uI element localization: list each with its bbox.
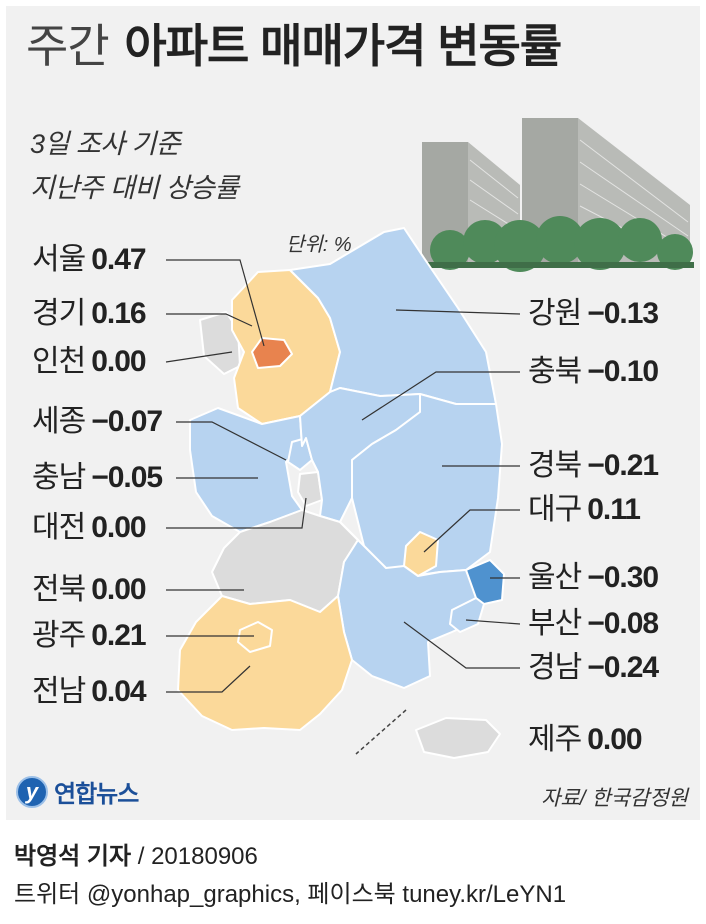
title-light: 주간 [26, 20, 110, 72]
yonhap-logo-text: 연합뉴스 [54, 781, 139, 808]
label-jeonnam: 전남 0.04 [32, 675, 147, 708]
yonhap-logo-mark: y [16, 775, 48, 808]
leader-gyeongnam [403, 621, 520, 669]
trees [430, 216, 693, 272]
label-busan: 부산 −0.08 [528, 607, 659, 640]
leader-daejeon [166, 497, 307, 529]
label-gangwon: 강원 −0.13 [528, 297, 659, 330]
label-chungbuk: 충북 −0.10 [528, 355, 659, 388]
subtitle-comparison: 지난주 대비 상승률 [30, 173, 239, 203]
title-bold: 아파트 매매가격 변동률 [124, 20, 562, 72]
page-title: 주간 아파트 매매가격 변동률 [26, 18, 562, 74]
label-gyeonggi: 경기 0.16 [32, 297, 147, 330]
source-note: 자료/ 한국감정원 [541, 787, 688, 810]
label-jeju: 제주 0.00 [528, 723, 643, 756]
leader-lines [165, 259, 521, 693]
label-incheon: 인천 0.00 [32, 345, 147, 378]
yonhap-logo: y 연합뉴스 [16, 774, 139, 809]
label-gwangju: 광주 0.21 [32, 619, 147, 652]
region-busan [449, 597, 485, 633]
leader-gyeonggi [166, 313, 253, 327]
unit-label: 단위: % [286, 234, 352, 256]
leader-busan [465, 619, 521, 625]
map-regions [177, 227, 505, 759]
region-jeju [415, 717, 501, 759]
leader-chungbuk [361, 371, 520, 421]
label-sejong: 세종 −0.07 [32, 405, 163, 438]
label-chungnam: 충남 −0.05 [32, 461, 163, 494]
region-gwangju [237, 621, 273, 653]
reporter-name: 박영석 기자 [14, 843, 132, 870]
leader-incheon [165, 351, 233, 363]
jeju-separator [355, 709, 407, 755]
leader-gangwon [395, 309, 521, 315]
credit-line: 박영석 기자 / 20180906 [14, 836, 258, 871]
label-jeonbuk: 전북 0.00 [32, 573, 147, 606]
region-daejeon [297, 471, 323, 507]
label-ulsan: 울산 −0.30 [528, 561, 659, 594]
social-line: 트위터 @yonhap_graphics, 페이스북 tuney.kr/LeYN… [14, 881, 567, 908]
leader-sejong [176, 421, 287, 461]
apartment-illustration [422, 118, 694, 272]
region-chungnam [189, 407, 303, 533]
label-daegu: 대구 0.11 [528, 493, 641, 526]
leader-jeonnam [166, 665, 251, 693]
leader-daegu [423, 509, 520, 553]
label-gyeongbuk: 경북 −0.21 [528, 449, 659, 482]
subtitle-survey-date: 3일 조사 기준 [30, 129, 181, 159]
label-seoul: 서울 0.47 [32, 243, 147, 276]
region-jeonnam [177, 595, 353, 731]
label-gyeongnam: 경남 −0.24 [528, 651, 659, 684]
ground-strip [422, 262, 694, 268]
leader-seoul [166, 259, 265, 347]
label-daejeon: 대전 0.00 [32, 511, 147, 544]
publish-date: / 20180906 [137, 843, 258, 870]
